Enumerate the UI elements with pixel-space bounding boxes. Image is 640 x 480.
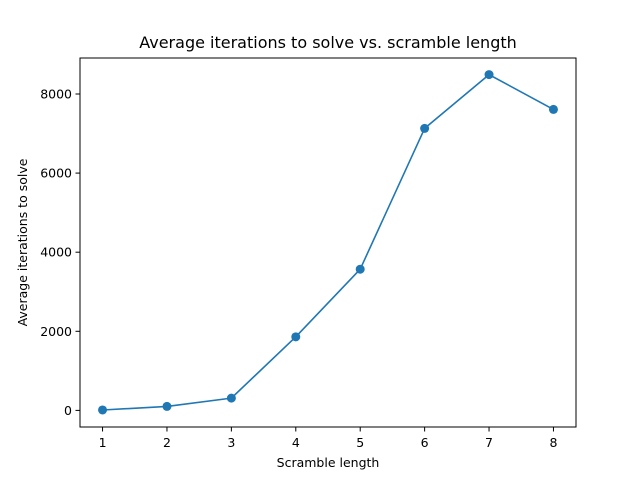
data-point bbox=[484, 70, 494, 80]
x-axis-label: Scramble length bbox=[277, 455, 380, 470]
data-point bbox=[548, 104, 558, 114]
data-point bbox=[420, 123, 430, 133]
x-tick-label: 3 bbox=[227, 435, 235, 450]
y-tick-label: 6000 bbox=[40, 166, 72, 181]
plot-series bbox=[98, 70, 558, 415]
data-point bbox=[162, 401, 172, 411]
data-point bbox=[226, 393, 236, 403]
x-tick-label: 4 bbox=[292, 435, 300, 450]
data-point bbox=[355, 264, 365, 274]
x-tick-label: 7 bbox=[485, 435, 493, 450]
y-tick-label: 0 bbox=[64, 403, 72, 418]
data-point bbox=[291, 332, 301, 342]
data-point bbox=[98, 405, 108, 415]
y-axis: 0 2000 4000 6000 8000 bbox=[40, 86, 80, 418]
x-axis: 1 2 3 4 5 6 7 8 bbox=[99, 427, 557, 450]
chart-title: Average iterations to solve vs. scramble… bbox=[139, 33, 517, 52]
x-tick-label: 6 bbox=[421, 435, 429, 450]
y-tick-label: 4000 bbox=[40, 245, 72, 260]
x-tick-label: 8 bbox=[549, 435, 557, 450]
y-tick-label: 2000 bbox=[40, 324, 72, 339]
x-tick-label: 1 bbox=[99, 435, 107, 450]
series-line bbox=[102, 73, 554, 411]
x-tick-label: 2 bbox=[163, 435, 171, 450]
plot-frame bbox=[79, 57, 577, 428]
y-tick-label: 8000 bbox=[40, 86, 72, 101]
y-axis-label: Average iterations to solve bbox=[15, 158, 30, 326]
x-tick-label: 5 bbox=[356, 435, 364, 450]
